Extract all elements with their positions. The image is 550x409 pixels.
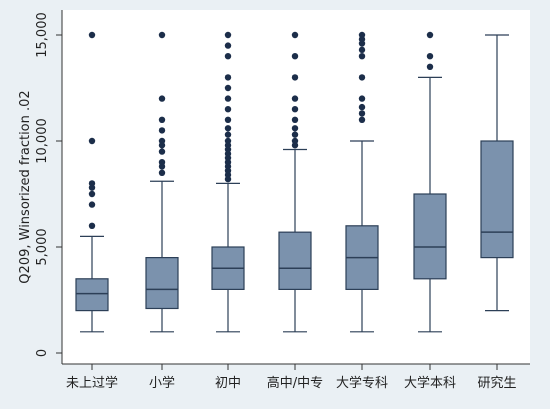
x-tick-label: 小学	[149, 375, 175, 391]
outlier-point	[224, 106, 232, 113]
x-tick-label: 高中/中专	[267, 375, 323, 391]
x-tick-label: 初中	[215, 376, 241, 391]
outlier-point	[291, 116, 299, 124]
x-tick-labels: 未上过学 小学 初中 高中/中专 大学专科 大学本科 研究生	[66, 364, 517, 391]
outlier-point	[291, 125, 299, 132]
outlier-point	[291, 53, 299, 60]
outlier-point	[224, 95, 232, 102]
plot-area	[62, 10, 530, 364]
outlier-point	[158, 31, 166, 39]
outlier-point	[224, 137, 232, 145]
outlier-point	[158, 137, 166, 145]
y-tick-label: 5,000	[35, 228, 50, 265]
box-group	[480, 34, 514, 312]
outlier-point	[426, 63, 434, 70]
outlier-point	[224, 74, 232, 81]
x-tick-label: 未上过学	[66, 375, 118, 391]
outlier-point	[88, 222, 96, 229]
y-tick-label: 0	[35, 349, 50, 357]
outlier-point	[224, 84, 232, 92]
outlier-point	[358, 53, 366, 60]
box-group	[278, 31, 312, 333]
outlier-point	[291, 31, 299, 39]
outlier-point	[224, 116, 232, 124]
x-tick-label: 大学专科	[336, 375, 388, 391]
y-ticks: 0 5,000 10,000 15,000	[35, 12, 62, 357]
outlier-point	[358, 110, 366, 117]
outlier-point	[224, 53, 232, 60]
x-tick-label: 大学本科	[404, 375, 456, 391]
outlier-point	[88, 180, 96, 187]
y-tick-label: 15,000	[35, 12, 50, 58]
outlier-point	[291, 74, 299, 81]
outlier-point	[291, 137, 299, 145]
iqr-box	[145, 257, 179, 310]
outlier-point	[224, 42, 232, 49]
outlier-point	[224, 125, 232, 132]
outlier-point	[88, 201, 96, 208]
outlier-point	[88, 137, 96, 145]
outlier-point	[291, 95, 299, 102]
outlier-point	[291, 106, 299, 113]
outlier-point	[158, 116, 166, 124]
outlier-point	[88, 190, 96, 198]
box-group	[145, 31, 179, 333]
outlier-point	[426, 53, 434, 60]
iqr-box	[278, 231, 312, 291]
outlier-point	[158, 95, 166, 102]
outlier-point	[158, 169, 166, 176]
outlier-point	[158, 127, 166, 134]
outlier-point	[158, 148, 166, 155]
outlier-point	[88, 31, 96, 39]
outlier-point	[426, 31, 434, 39]
iqr-box	[413, 193, 447, 280]
outlier-point	[158, 159, 166, 166]
outlier-point	[358, 31, 366, 39]
box-group	[211, 31, 245, 333]
outlier-point	[224, 131, 232, 138]
box-group	[345, 31, 379, 333]
iqr-box	[75, 278, 109, 312]
y-axis-label: Q209, Winsorized fraction .02	[18, 90, 33, 283]
box-group	[413, 31, 447, 333]
boxes	[75, 31, 514, 333]
outlier-point	[358, 46, 366, 54]
iqr-box	[480, 140, 514, 259]
outlier-point	[224, 31, 232, 39]
outlier-point	[358, 95, 366, 102]
outlier-point	[291, 131, 299, 138]
outlier-point	[358, 116, 366, 124]
outlier-point	[358, 103, 366, 111]
y-tick-label: 10,000	[35, 118, 50, 164]
x-tick-label: 研究生	[477, 376, 516, 391]
outlier-point	[358, 74, 366, 81]
box-group	[75, 31, 109, 333]
